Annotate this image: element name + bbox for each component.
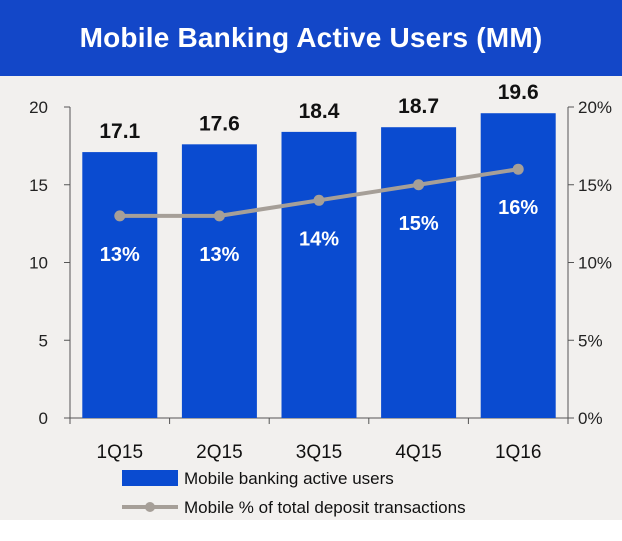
left-axis-tick-label: 10 [29,254,48,273]
line-value-label: 14% [299,228,339,250]
x-axis-tick-label: 1Q15 [97,442,143,463]
line-point [114,210,126,222]
line-value-label: 16% [498,197,538,219]
right-axis-tick-label: 10% [578,254,612,273]
bar-value-label: 17.1 [99,120,140,143]
bar [381,127,457,418]
left-axis-tick-label: 20 [29,98,48,117]
legend-swatch-bar [122,470,178,486]
bar [480,113,556,418]
line-value-label: 13% [100,244,140,266]
line-point [313,194,325,206]
bar-value-label: 18.7 [398,95,439,118]
legend-label-bar: Mobile banking active users [184,469,394,488]
right-axis-tick-label: 20% [578,98,612,117]
x-axis-tick-label: 2Q15 [196,442,242,463]
bar [181,144,257,418]
x-axis-tick-label: 4Q15 [395,442,441,463]
left-axis-tick-label: 5 [39,331,48,350]
bar-value-label: 19.6 [498,81,539,104]
chart-title: Mobile Banking Active Users (MM) [79,22,543,53]
right-axis-tick-label: 15% [578,176,612,195]
line-point [213,210,225,222]
right-axis-tick-label: 5% [578,331,603,350]
bar-value-label: 18.4 [299,100,340,123]
title-band: Mobile Banking Active Users (MM) [0,0,622,76]
line-value-label: 13% [199,244,239,266]
bar [281,131,357,418]
line-point [512,163,524,175]
right-axis-tick-label: 0% [578,409,603,428]
x-axis-tick-label: 1Q16 [495,442,541,463]
bar-value-label: 17.6 [199,112,240,135]
x-axis-tick-label: 3Q15 [296,442,342,463]
bar [82,152,158,418]
legend-label-line: Mobile % of total deposit transactions [184,498,466,517]
legend-swatch-marker [145,502,155,512]
line-value-label: 15% [399,213,439,235]
line-point [413,179,425,191]
left-axis-tick-label: 15 [29,176,48,195]
left-axis-tick-label: 0 [39,409,48,428]
